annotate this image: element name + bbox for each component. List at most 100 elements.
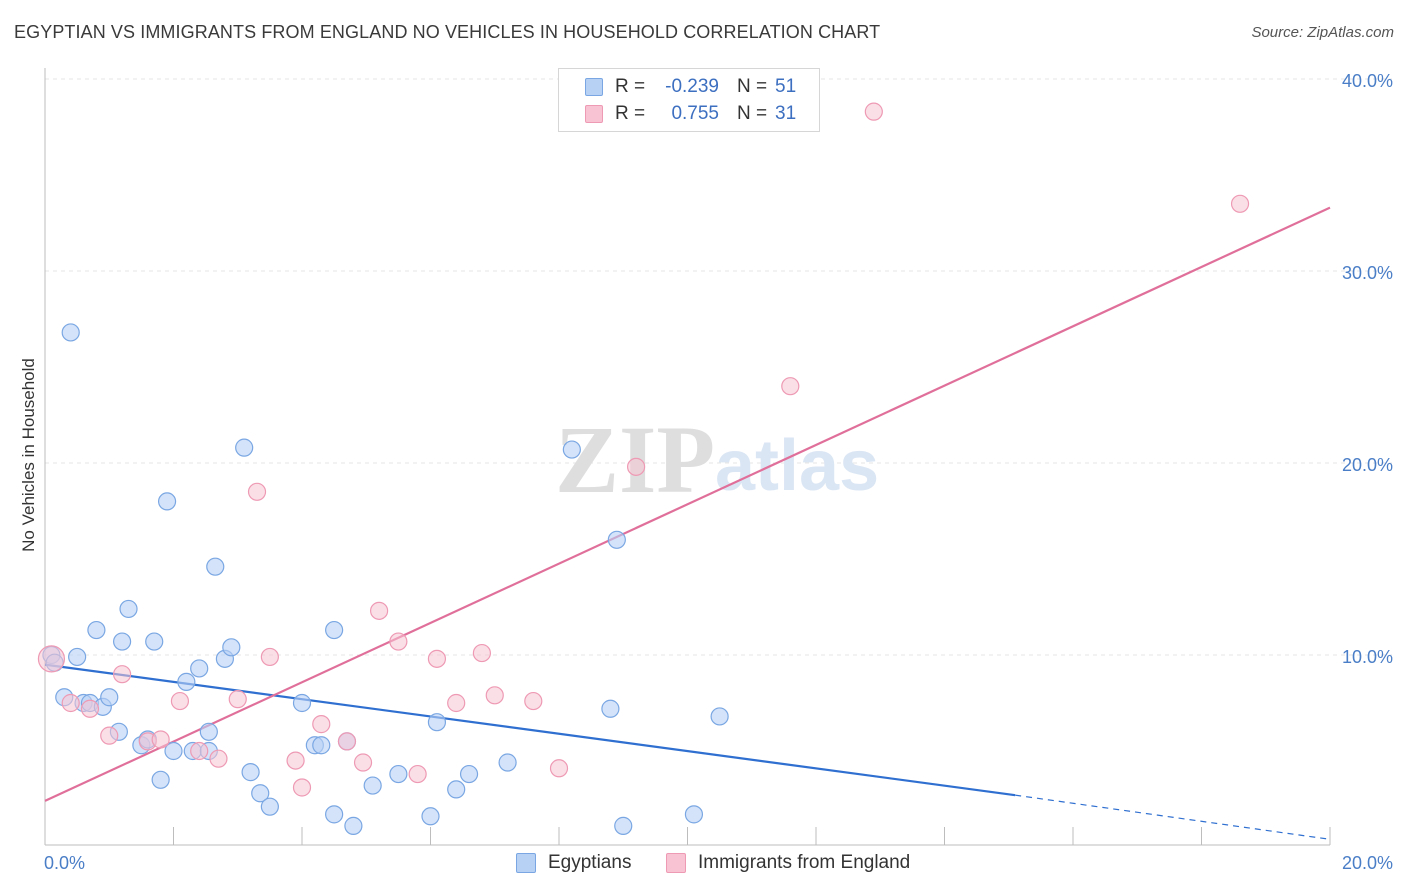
data-point-immigrants xyxy=(337,732,357,751)
data-point-egyptians xyxy=(164,741,183,761)
legend-swatch-blue xyxy=(516,853,536,873)
data-point-egyptians xyxy=(206,557,225,576)
data-point-immigrants xyxy=(80,699,100,718)
data-point-immigrants xyxy=(472,643,491,663)
trendline-egyptians xyxy=(44,663,1016,797)
data-point-egyptians xyxy=(607,530,626,549)
series-legend: Egyptians Immigrants from England xyxy=(0,852,1406,878)
series-egyptians xyxy=(42,323,729,835)
legend-row-immigrants: R = 0.755 N = 31 xyxy=(585,102,796,126)
data-point-egyptians xyxy=(61,323,80,342)
data-point-immigrants xyxy=(485,686,504,705)
y-tick-label: 30.0% xyxy=(1342,263,1393,283)
data-point-egyptians xyxy=(312,736,331,755)
y-tick-label: 40.0% xyxy=(1342,71,1393,91)
data-point-egyptians xyxy=(151,770,170,789)
legend-item-egyptians[interactable]: Egyptians xyxy=(516,852,631,874)
legend-label: Egyptians xyxy=(548,852,632,873)
legend-label: Immigrants from England xyxy=(698,852,911,873)
data-point-immigrants xyxy=(524,691,543,711)
n-label: N = xyxy=(737,76,768,97)
data-point-immigrants xyxy=(260,647,279,667)
data-point-immigrants xyxy=(228,690,247,709)
data-point-egyptians xyxy=(112,632,132,651)
data-point-immigrants xyxy=(292,778,312,797)
data-point-egyptians xyxy=(241,763,260,782)
data-point-egyptians xyxy=(292,693,312,713)
data-point-immigrants xyxy=(170,691,190,711)
data-point-immigrants xyxy=(151,730,170,749)
y-tick-label: 20.0% xyxy=(1342,455,1393,475)
data-point-egyptians xyxy=(235,438,254,457)
data-point-egyptians xyxy=(601,699,620,718)
data-point-egyptians xyxy=(87,620,106,640)
data-point-egyptians xyxy=(325,620,344,640)
data-point-immigrants xyxy=(312,715,331,734)
n-value: 51 xyxy=(775,76,797,97)
data-point-immigrants xyxy=(190,741,209,761)
tick-labels: 10.0% 20.0% 30.0% 40.0% 0.0% 20.0% xyxy=(44,71,1393,873)
data-point-immigrants xyxy=(61,693,80,713)
data-point-egyptians xyxy=(710,707,729,726)
data-point-egyptians xyxy=(562,440,581,459)
data-point-immigrants xyxy=(626,457,646,476)
data-point-egyptians xyxy=(68,647,87,667)
gridlines xyxy=(45,78,1392,656)
x-tick-label: 0.0% xyxy=(44,853,85,873)
n-value: 31 xyxy=(775,103,797,124)
r-value: -0.239 xyxy=(665,76,719,97)
data-point-egyptians xyxy=(260,797,279,816)
series-immigrants-from-england xyxy=(37,102,1250,797)
data-point-immigrants xyxy=(37,645,66,673)
data-point-egyptians xyxy=(119,599,138,619)
data-point-immigrants xyxy=(447,693,466,713)
data-point-egyptians xyxy=(344,816,363,835)
x-tick-label: 20.0% xyxy=(1342,853,1393,873)
data-point-egyptians xyxy=(363,776,382,795)
data-point-immigrants xyxy=(209,749,228,768)
data-point-egyptians xyxy=(427,713,447,732)
data-point-immigrants xyxy=(286,751,305,770)
stats-legend: R = -0.239 N = 51 R = 0.755 N = 31 xyxy=(558,68,820,132)
data-point-egyptians xyxy=(421,807,440,826)
r-label: R = xyxy=(615,76,646,97)
data-point-immigrants xyxy=(408,764,427,784)
data-point-egyptians xyxy=(199,722,218,741)
watermark: ZIP atlas xyxy=(555,406,879,513)
legend-item-immigrants-from-england[interactable]: Immigrants from England xyxy=(666,852,910,874)
data-point-egyptians xyxy=(498,753,517,772)
data-point-immigrants xyxy=(549,759,569,778)
y-axis-label: No Vehicles in Household xyxy=(19,358,38,552)
data-point-immigrants xyxy=(353,753,373,772)
chart-title: EGYPTIAN VS IMMIGRANTS FROM ENGLAND NO V… xyxy=(14,22,881,42)
data-point-egyptians xyxy=(222,638,241,657)
data-point-egyptians xyxy=(100,688,119,707)
data-point-immigrants xyxy=(1230,194,1250,213)
data-point-egyptians xyxy=(459,764,479,784)
data-point-immigrants xyxy=(389,632,408,651)
axes xyxy=(44,68,1331,846)
y-tick-label: 10.0% xyxy=(1342,647,1393,667)
data-point-egyptians xyxy=(157,492,177,511)
data-point-immigrants xyxy=(247,482,267,501)
data-point-egyptians xyxy=(389,764,408,784)
data-point-egyptians xyxy=(145,632,164,651)
trendline-egyptians-extension xyxy=(1015,794,1331,840)
data-point-immigrants xyxy=(100,726,119,745)
data-point-egyptians xyxy=(251,784,270,803)
data-point-egyptians xyxy=(177,672,196,691)
source-label: Source: ZipAtlas.com xyxy=(1251,24,1394,41)
watermark-atlas: atlas xyxy=(715,426,879,506)
data-point-egyptians xyxy=(447,780,466,799)
r-value: 0.755 xyxy=(671,103,719,124)
trendline-immigrants xyxy=(44,206,1331,802)
data-point-egyptians xyxy=(684,805,704,824)
data-point-immigrants xyxy=(427,649,447,668)
data-point-immigrants xyxy=(781,377,800,396)
legend-swatch-pink xyxy=(666,853,686,873)
r-label: R = xyxy=(615,103,646,124)
data-point-egyptians xyxy=(614,816,633,835)
data-point-egyptians xyxy=(190,659,209,678)
data-point-immigrants xyxy=(370,601,389,620)
